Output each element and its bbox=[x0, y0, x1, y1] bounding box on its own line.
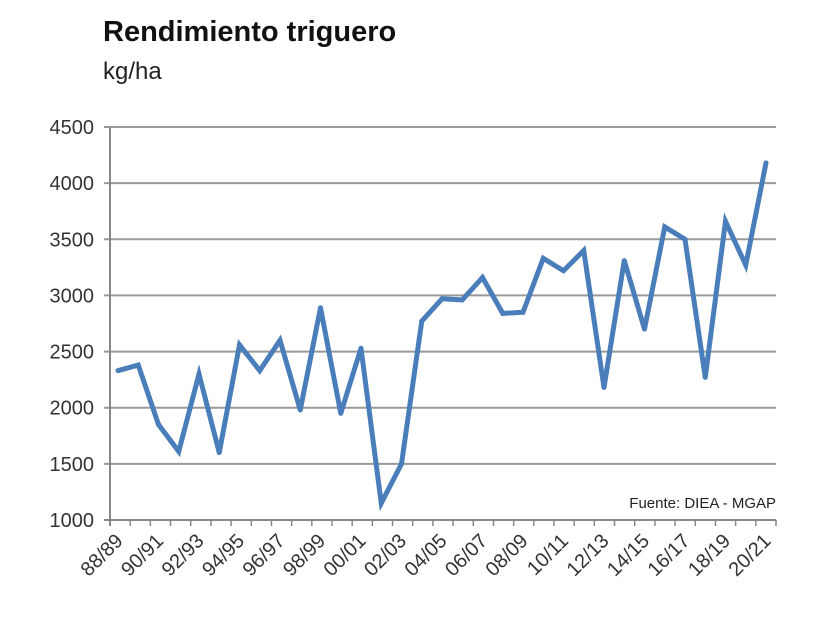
y-tick-label: 2000 bbox=[50, 398, 95, 420]
x-tick-label: 00/01 bbox=[320, 530, 371, 581]
data-point bbox=[358, 345, 364, 351]
x-tick-label: 06/07 bbox=[441, 530, 492, 581]
series-line bbox=[117, 162, 769, 512]
x-tick-label: 04/05 bbox=[401, 530, 452, 581]
y-axis-unit: kg/ha bbox=[103, 58, 162, 85]
y-tick-label: 4500 bbox=[50, 117, 95, 139]
data-point bbox=[297, 407, 303, 413]
x-tick-label: 88/89 bbox=[77, 530, 128, 581]
data-point bbox=[581, 248, 587, 254]
x-tick-label: 98/99 bbox=[279, 530, 330, 581]
data-point bbox=[480, 274, 485, 280]
data-point bbox=[500, 310, 506, 316]
x-tick-label: 18/19 bbox=[684, 530, 735, 581]
data-point bbox=[419, 318, 425, 324]
chart-title: Rendimiento triguero bbox=[103, 16, 397, 48]
data-point bbox=[115, 368, 121, 374]
data-point bbox=[237, 342, 242, 348]
data-point bbox=[277, 337, 283, 343]
data-point bbox=[540, 255, 546, 261]
y-tick-label: 3500 bbox=[50, 229, 95, 251]
data-point bbox=[338, 410, 344, 416]
data-point bbox=[176, 449, 182, 455]
data-point bbox=[439, 296, 445, 302]
data-point bbox=[216, 450, 222, 456]
data-point bbox=[763, 160, 769, 166]
y-tick-label: 2500 bbox=[50, 342, 95, 364]
data-point bbox=[399, 461, 404, 467]
x-tick-label: 16/17 bbox=[644, 530, 695, 581]
data-point bbox=[378, 500, 384, 506]
data-point bbox=[642, 326, 647, 332]
data-point bbox=[621, 258, 627, 264]
y-tick-label: 4000 bbox=[50, 173, 95, 195]
x-tick-label: 92/93 bbox=[158, 530, 209, 581]
x-tick-label: 10/11 bbox=[523, 530, 573, 580]
data-point bbox=[702, 374, 708, 380]
y-tick-label: 1500 bbox=[50, 454, 95, 476]
data-point bbox=[135, 362, 141, 368]
x-tick-label: 02/03 bbox=[360, 530, 411, 581]
data-point bbox=[318, 305, 323, 311]
source-note: Fuente: DIEA - MGAP bbox=[629, 495, 776, 512]
data-point bbox=[561, 268, 566, 274]
x-tick-label: 96/97 bbox=[239, 530, 290, 581]
y-tick-label: 3000 bbox=[50, 285, 95, 307]
x-tick-label: 08/09 bbox=[482, 530, 533, 581]
data-point bbox=[743, 262, 749, 268]
x-tick-label: 94/95 bbox=[198, 530, 249, 581]
data-point bbox=[601, 385, 607, 391]
data-point bbox=[520, 309, 526, 315]
data-point bbox=[682, 236, 688, 242]
y-tick-label: 1000 bbox=[50, 510, 95, 532]
data-point bbox=[257, 368, 263, 374]
x-tick-label: 20/21 bbox=[725, 530, 776, 581]
x-tick-label: 12/13 bbox=[563, 530, 614, 581]
x-tick-label: 14/15 bbox=[603, 530, 654, 581]
data-point bbox=[196, 371, 202, 377]
x-tick-label: 90/91 bbox=[117, 530, 168, 581]
data-point bbox=[662, 224, 668, 230]
data-point bbox=[723, 218, 728, 224]
data-point bbox=[459, 297, 465, 303]
data-point bbox=[156, 422, 161, 428]
